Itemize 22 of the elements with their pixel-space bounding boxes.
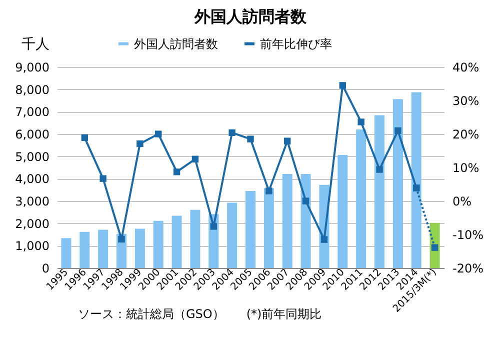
y-tick-label: 8,000 <box>15 82 50 97</box>
y-tick-label: 2,000 <box>15 216 50 231</box>
y-axis-title: 千人 <box>22 36 50 52</box>
text: ソース：統計総局（GSO） <box>78 307 224 321</box>
text: (*)前年同期比 <box>246 307 322 321</box>
y-tick-label: 4,000 <box>15 172 50 186</box>
y-tick-label: 5,000 <box>15 150 50 164</box>
y2-tick-label: 20% <box>452 128 480 142</box>
y-tick-label: 7,000 <box>15 105 50 120</box>
y2-tick-label: -20% <box>452 262 484 276</box>
y2-tick-label: 40% <box>452 60 480 74</box>
y-tick-label: 3,000 <box>15 194 50 208</box>
y-tick-label: 6,000 <box>15 128 50 142</box>
y2-tick-label: 0% <box>452 194 472 208</box>
legend-label: 外国人訪問者数 <box>134 36 218 51</box>
y2-tick-label: 10% <box>452 161 480 175</box>
chart-title: 外国人訪問者数 <box>194 7 308 26</box>
y2-tick-label: 30% <box>452 94 480 108</box>
y-tick-label: 1,000 <box>15 239 50 254</box>
legend-label: 前年比伸び率 <box>260 36 332 51</box>
y-tick-label: 9,000 <box>15 60 50 74</box>
y2-tick-label: -10% <box>452 228 484 242</box>
